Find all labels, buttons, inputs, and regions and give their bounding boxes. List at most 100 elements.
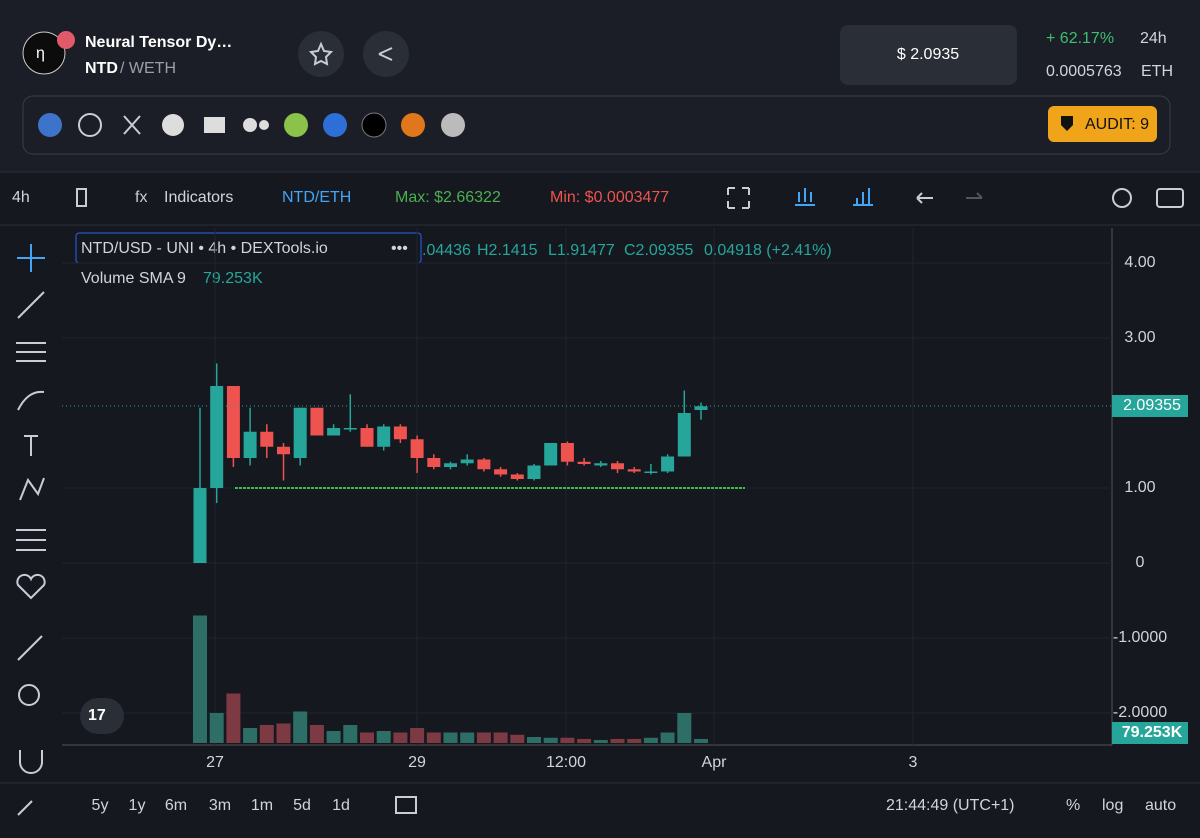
- candle-body: [527, 465, 541, 479]
- x-tick-label: Apr: [702, 754, 728, 771]
- x-tick-label: 12:00: [546, 754, 586, 771]
- range-button[interactable]: 3m: [209, 797, 231, 814]
- volume-bar: [493, 732, 508, 743]
- volume-bar: [510, 734, 525, 743]
- tv-glyph: 17: [88, 707, 106, 724]
- candle-body: [661, 456, 675, 472]
- volume-title: Volume SMA 9: [81, 270, 186, 287]
- volume-bar: [460, 732, 475, 743]
- audit-badge[interactable]: [1048, 106, 1157, 142]
- shield-icon: [1061, 116, 1073, 131]
- quote: / WETH: [120, 60, 176, 77]
- candle-body: [310, 407, 324, 436]
- pair[interactable]: NTD/ETH: [282, 189, 351, 206]
- legend-more[interactable]: •••: [391, 240, 408, 257]
- volume-bar: [426, 732, 441, 743]
- pct[interactable]: %: [1066, 797, 1080, 814]
- candle-body: [577, 461, 591, 464]
- range-button[interactable]: 1m: [251, 797, 273, 814]
- fx-icon: fx: [135, 189, 147, 206]
- interval[interactable]: 4h: [12, 189, 30, 206]
- clock: 21:44:49 (UTC+1): [886, 797, 1015, 814]
- candle-body: [360, 428, 374, 447]
- ohlc-low: L1.91477: [548, 242, 615, 259]
- volume-bar: [610, 738, 625, 743]
- volume-bar: [243, 728, 258, 743]
- candle-body: [293, 407, 307, 458]
- volume-bar: [259, 725, 274, 743]
- y-tick-label: -1.0000: [1113, 629, 1167, 646]
- logo-glyph: η: [36, 45, 45, 62]
- date-range-icon[interactable]: [395, 796, 417, 814]
- log[interactable]: log: [1102, 797, 1123, 814]
- tv-logo: [80, 698, 124, 734]
- volume-bar: [577, 738, 592, 743]
- candle-icon[interactable]: [76, 188, 87, 207]
- volume-bar: [293, 711, 308, 743]
- candle-body: [393, 426, 407, 440]
- range-button[interactable]: 1d: [332, 797, 350, 814]
- auto[interactable]: auto: [1145, 797, 1176, 814]
- share-icon: [378, 47, 393, 61]
- range-button[interactable]: 1y: [129, 797, 146, 814]
- range-button[interactable]: 5y: [92, 797, 109, 814]
- eth-unit: ETH: [1141, 63, 1173, 80]
- volume-bar: [543, 737, 558, 743]
- link-icons: [38, 112, 465, 138]
- drawing-tools[interactable]: [16, 244, 46, 816]
- links-bar: [22, 95, 1171, 155]
- volume-bar: [309, 725, 324, 743]
- volume-bar: [694, 738, 708, 743]
- ohlc: .04436 H2.1415 L1.91477 C2.09355 0.04918…: [422, 242, 832, 259]
- y-tick-label: -2.0000: [1113, 704, 1167, 721]
- candle-body: [260, 431, 274, 447]
- price-box: [840, 25, 1017, 85]
- candle-body: [327, 428, 341, 436]
- candle-body: [694, 406, 708, 410]
- candle-body: [343, 428, 357, 430]
- candle-body: [477, 459, 491, 470]
- candle-body: [460, 459, 474, 464]
- legend: NTD/USD - UNI • 4h • DEXTools.io: [81, 240, 328, 257]
- candle-body: [544, 443, 558, 466]
- indicators[interactable]: Indicators: [164, 189, 233, 206]
- token-name: Neural Tensor Dy…: [85, 34, 232, 51]
- toolbar-icons[interactable]: [727, 187, 1184, 209]
- favorite-button[interactable]: [298, 31, 344, 77]
- y-tick-label: 0: [1136, 554, 1145, 571]
- x-tick-label: 29: [408, 754, 426, 771]
- volume-bar: [226, 693, 241, 743]
- volume-tag: [1112, 722, 1188, 744]
- candle-body: [510, 474, 524, 479]
- candle-body: [560, 443, 574, 462]
- plot: 4.00 3.00 1.00 0 -1.0000 -2.0000 27 29 12:00 Apr 3…: [62, 228, 1188, 771]
- volume-bar: [410, 728, 425, 743]
- volume-bar: [593, 740, 608, 743]
- candle-body: [410, 439, 424, 458]
- range-button[interactable]: 5d: [293, 797, 311, 814]
- volume-bar: [193, 615, 207, 743]
- x-tick-label: 27: [206, 754, 224, 771]
- candle-body: [627, 469, 641, 472]
- volume-value: 79.253K: [203, 270, 263, 287]
- last-price-label: 2.09355: [1123, 397, 1181, 414]
- volume-bar: [360, 732, 374, 743]
- candle-body: [594, 463, 608, 466]
- volume-bar: [660, 732, 675, 743]
- candle-body: [243, 431, 257, 458]
- y-tick-label: 1.00: [1124, 479, 1155, 496]
- volume-bar: [443, 732, 458, 743]
- candle-body: [494, 469, 508, 475]
- audit-text: AUDIT: 9: [1085, 116, 1149, 133]
- min: Min: $0.0003477: [550, 189, 669, 206]
- max: Max: $2.66322: [395, 189, 501, 206]
- y-tick-label: 3.00: [1124, 329, 1155, 346]
- period: 24h: [1140, 30, 1167, 47]
- eth-price: 0.0005763: [1046, 63, 1122, 80]
- share-button[interactable]: [363, 31, 409, 77]
- last-price-tag: [1112, 394, 1188, 417]
- range-button[interactable]: 6m: [165, 797, 187, 814]
- y-tick-label: 4.00: [1124, 254, 1155, 271]
- candle-body: [377, 426, 391, 447]
